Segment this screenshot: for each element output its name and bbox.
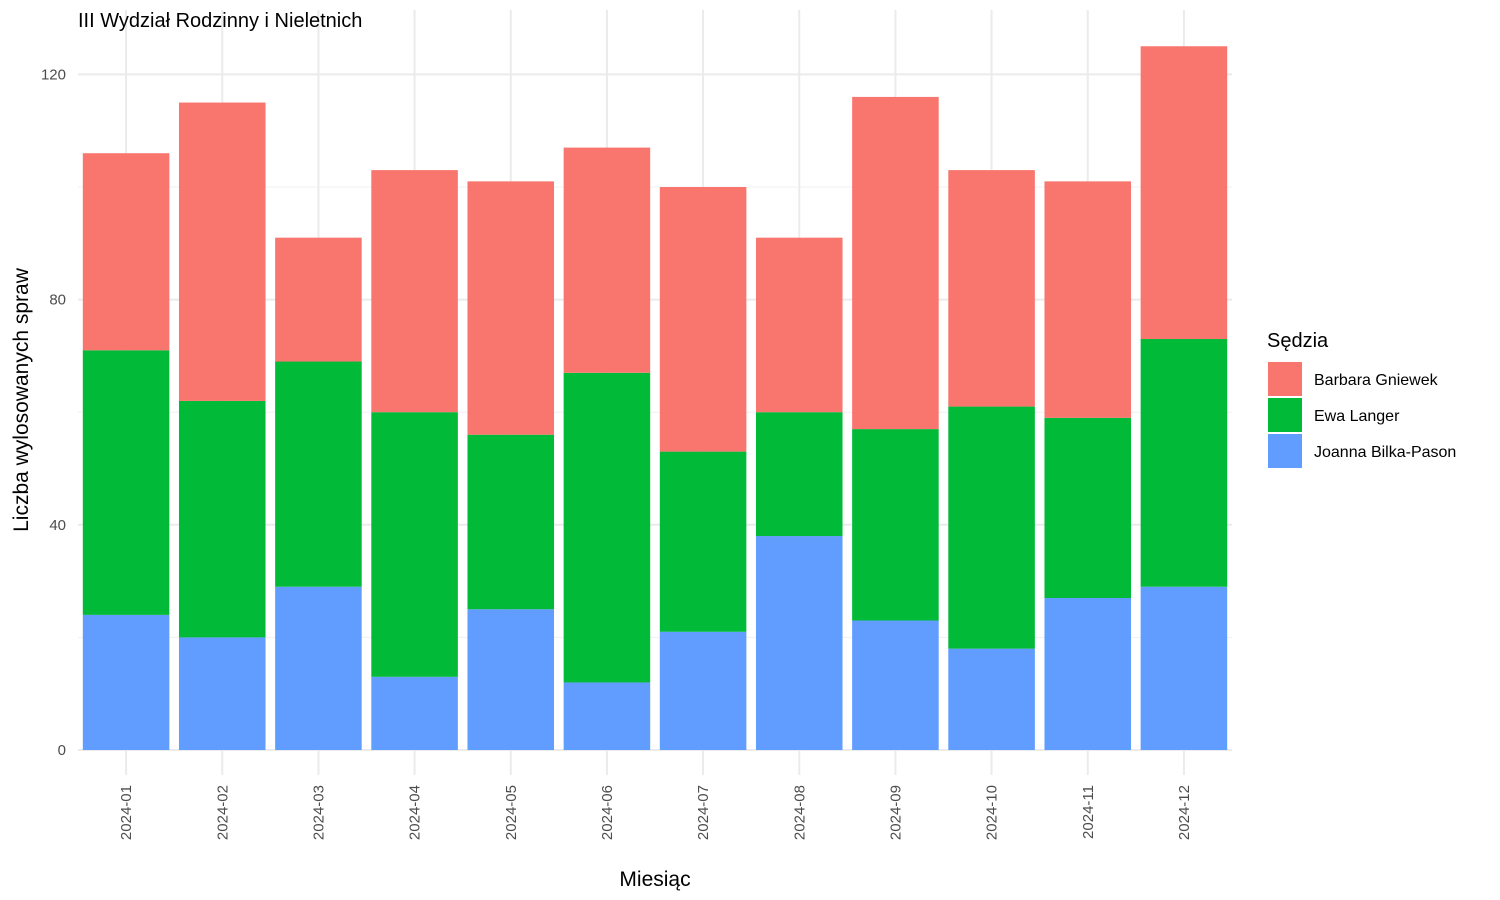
bar-segment-barbara-gniewek-2024-12 [1140,46,1228,340]
y-tick-label: 40 [49,517,66,534]
chart-title: III Wydział Rodzinny i Nieletnich [78,10,362,32]
y-tick-label: 80 [49,292,66,309]
y-tick-label: 120 [41,66,66,83]
x-tick-label: 2024-10 [984,785,1001,840]
bar-segment-barbara-gniewek-2024-03 [275,237,362,362]
x-axis-ticks: 2024-01 2024-02 2024-03 2024-04 2024-05 2024-… [118,785,1193,840]
bar-segment-barbara-gniewek-2024-02 [178,102,266,401]
x-tick-label: 2024-04 [407,785,424,840]
bar-segment-ewa-langer-2024-06 [563,372,651,683]
x-tick-label: 2024-12 [1176,785,1193,840]
legend-key [1268,398,1302,432]
bar-segment-joanna-bilka-pason-2024-02 [178,637,266,750]
bar-segment-joanna-bilka-pason-2024-04 [371,676,458,750]
legend-label: Barbara Gniewek [1314,372,1439,389]
bar-segment-joanna-bilka-pason-2024-01 [82,614,170,750]
bar-segment-ewa-langer-2024-09 [852,429,939,621]
bar-segment-ewa-langer-2024-11 [1044,417,1132,598]
bar-segment-joanna-bilka-pason-2024-06 [563,682,651,750]
bar-segment-barbara-gniewek-2024-04 [371,170,458,413]
bar-segment-barbara-gniewek-2024-05 [467,181,555,435]
bar-segment-ewa-langer-2024-01 [82,350,170,615]
legend-title: Sędzia [1267,330,1329,352]
y-axis-label: Liczba wylosowanych spraw [10,267,33,532]
legend-label: Joanna Bilka-Pason [1314,444,1456,461]
bar-segment-joanna-bilka-pason-2024-07 [659,631,747,750]
bar-segment-ewa-langer-2024-12 [1140,339,1228,587]
bar-segment-barbara-gniewek-2024-11 [1044,181,1132,418]
bar-segment-barbara-gniewek-2024-09 [852,96,939,430]
legend-key [1268,362,1302,396]
x-tick-label: 2024-07 [695,785,712,840]
legend-label: Ewa Langer [1314,408,1400,425]
bar-segment-joanna-bilka-pason-2024-10 [948,648,1035,750]
y-axis-ticks: 0 40 80 120 [41,66,66,759]
bar-segment-barbara-gniewek-2024-06 [563,147,651,373]
bar-segment-joanna-bilka-pason-2024-03 [275,586,362,750]
x-tick-label: 2024-11 [1080,785,1097,839]
bar-segment-ewa-langer-2024-10 [948,406,1035,649]
bar-segment-ewa-langer-2024-03 [275,361,362,587]
bar-segment-ewa-langer-2024-04 [371,412,458,677]
x-tick-label: 2024-06 [599,785,616,840]
legend-key [1268,434,1302,468]
bar-segment-joanna-bilka-pason-2024-08 [755,536,843,750]
bar-segment-joanna-bilka-pason-2024-05 [467,609,555,750]
bar-segment-ewa-langer-2024-02 [178,400,266,638]
bar-segment-joanna-bilka-pason-2024-12 [1140,586,1228,750]
x-tick-label: 2024-08 [791,785,808,840]
bar-segment-barbara-gniewek-2024-07 [659,187,747,452]
x-tick-label: 2024-02 [214,785,231,840]
bar-segment-ewa-langer-2024-07 [659,451,747,632]
x-axis-label: Miesiąc [619,868,690,891]
bar-segment-ewa-langer-2024-05 [467,434,555,610]
bar-segment-joanna-bilka-pason-2024-09 [852,620,939,750]
legend: Sędzia Barbara Gniewek Ewa Langer Joanna B… [1267,330,1456,468]
bar-segment-barbara-gniewek-2024-10 [948,170,1035,407]
bar-segment-ewa-langer-2024-08 [755,412,843,537]
bars [82,46,1228,750]
x-tick-label: 2024-05 [503,785,520,840]
bar-segment-joanna-bilka-pason-2024-11 [1044,597,1132,750]
x-tick-label: 2024-09 [887,785,904,840]
bar-segment-barbara-gniewek-2024-01 [82,153,170,351]
x-tick-label: 2024-03 [310,785,327,840]
y-tick-label: 0 [58,742,66,759]
x-tick-label: 2024-01 [118,785,135,840]
bar-segment-barbara-gniewek-2024-08 [755,237,843,413]
